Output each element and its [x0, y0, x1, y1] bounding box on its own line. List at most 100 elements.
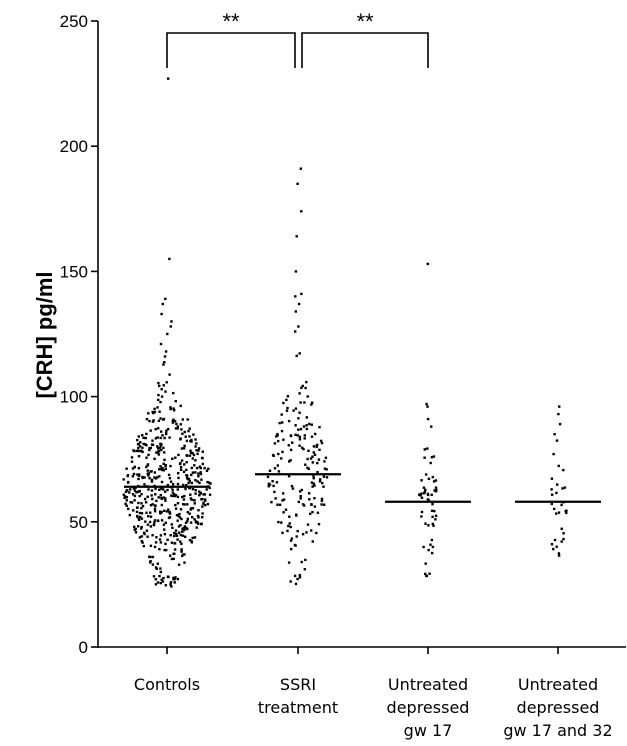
data-point — [160, 312, 163, 316]
data-point — [190, 541, 193, 544]
data-point — [164, 499, 167, 502]
data-point — [173, 409, 176, 412]
data-point — [193, 499, 196, 502]
data-point — [145, 432, 148, 436]
data-point — [313, 484, 316, 487]
data-point — [179, 404, 182, 408]
data-point — [188, 512, 191, 515]
data-point — [287, 524, 290, 528]
data-point — [299, 495, 302, 498]
y-tick-label: 200 — [60, 137, 88, 156]
data-point — [190, 473, 193, 477]
data-point — [305, 427, 309, 431]
data-point — [149, 446, 152, 450]
data-point — [176, 495, 180, 499]
data-point — [157, 427, 160, 430]
significance-bracket — [301, 32, 429, 68]
data-point — [320, 441, 324, 445]
data-points — [122, 77, 568, 588]
data-point — [149, 511, 152, 514]
data-point — [323, 503, 326, 506]
data-point — [320, 499, 324, 503]
data-point — [194, 459, 197, 462]
data-point — [171, 421, 175, 424]
data-point — [552, 547, 555, 551]
data-point — [430, 538, 434, 542]
data-point — [177, 476, 180, 480]
data-point — [435, 488, 438, 492]
data-point — [198, 481, 201, 484]
data-point — [159, 436, 162, 440]
data-point — [180, 517, 183, 521]
data-point — [131, 475, 135, 478]
data-point — [299, 427, 303, 431]
data-point — [176, 427, 179, 430]
data-point — [189, 439, 192, 443]
data-point — [201, 516, 204, 519]
data-point — [158, 384, 161, 388]
data-point — [159, 342, 163, 346]
data-point — [174, 529, 178, 532]
data-point — [161, 468, 164, 472]
y-axis-title: [CRH] pg/ml — [32, 271, 57, 398]
data-point — [208, 493, 212, 496]
data-point — [274, 497, 277, 500]
data-point — [188, 454, 192, 457]
data-point — [146, 523, 150, 526]
data-point — [309, 512, 312, 515]
data-point — [179, 524, 182, 527]
data-point — [277, 470, 281, 473]
data-point — [200, 522, 203, 525]
data-point — [316, 443, 319, 447]
data-point — [199, 471, 202, 474]
data-point — [155, 451, 158, 454]
data-point — [425, 574, 428, 577]
data-point — [144, 520, 147, 523]
data-point — [185, 484, 188, 487]
data-point — [146, 464, 149, 467]
data-point — [170, 557, 174, 561]
data-point — [160, 430, 163, 433]
data-point — [128, 491, 131, 494]
data-point — [419, 494, 422, 497]
data-point — [167, 77, 170, 80]
data-point — [172, 391, 175, 395]
data-point — [309, 457, 313, 460]
data-point — [434, 479, 438, 482]
data-point — [191, 471, 195, 474]
data-point — [183, 503, 186, 506]
data-point — [555, 491, 558, 495]
data-point — [164, 490, 167, 493]
data-point — [145, 456, 148, 459]
data-point — [160, 395, 164, 398]
data-point — [296, 434, 300, 437]
data-point — [152, 575, 156, 578]
data-point — [148, 448, 151, 452]
data-point — [133, 525, 136, 529]
data-point — [169, 581, 173, 584]
data-point — [147, 453, 150, 457]
data-point — [175, 422, 178, 426]
data-point — [158, 538, 162, 541]
data-point — [177, 514, 180, 518]
y-tick-label: 100 — [60, 388, 88, 407]
data-point — [159, 511, 162, 515]
data-point — [209, 482, 212, 485]
data-point — [182, 503, 185, 506]
data-point — [273, 442, 277, 445]
data-point — [291, 441, 294, 444]
data-point — [138, 494, 141, 498]
data-point — [308, 492, 311, 495]
data-point — [322, 475, 326, 478]
data-point — [277, 439, 280, 443]
data-point — [431, 522, 434, 526]
data-point — [171, 483, 175, 486]
data-point — [145, 511, 148, 514]
data-point — [325, 468, 328, 471]
data-point — [134, 531, 138, 534]
data-point — [180, 428, 183, 431]
data-point — [423, 490, 427, 493]
data-point — [132, 509, 135, 512]
data-point — [560, 540, 563, 543]
data-point — [153, 410, 157, 414]
